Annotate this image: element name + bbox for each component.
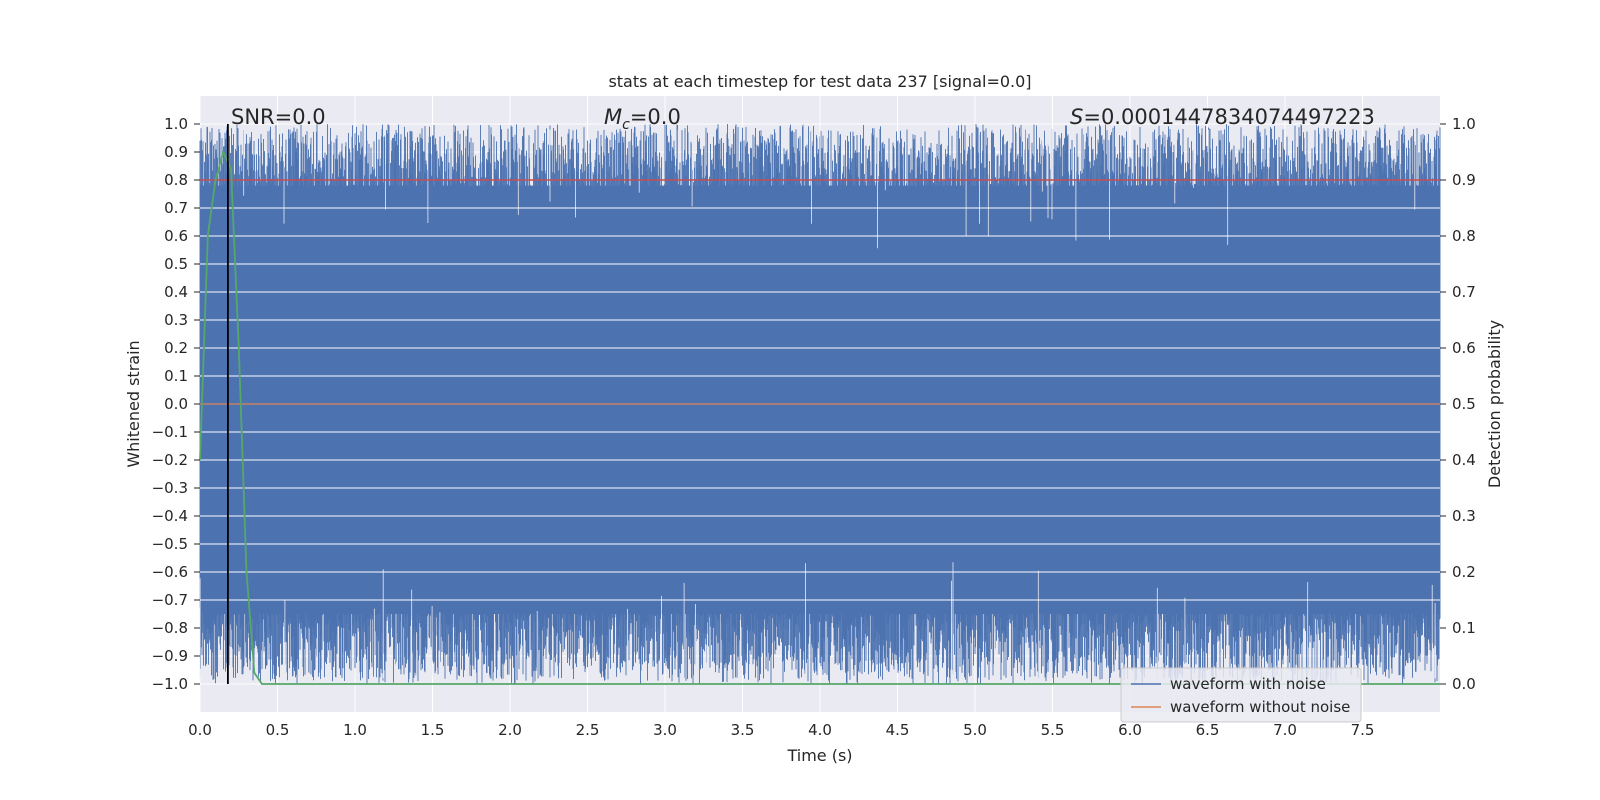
series-waveform-with-noise: [199, 124, 1441, 684]
y-right-tick-label: 0.1: [1452, 619, 1476, 637]
y-tick-label: 0.9: [164, 143, 188, 161]
y-right-tick-label: 0.6: [1452, 339, 1476, 357]
y-right-tick-label: 0.2: [1452, 563, 1476, 581]
y-tick-label: −1.0: [152, 675, 188, 693]
y-right-tick-label: 0.0: [1452, 675, 1476, 693]
y-right-axis-label: Detection probability: [1485, 320, 1504, 488]
x-tick-label: 5.0: [963, 721, 987, 739]
y-tick-label: −0.4: [152, 507, 188, 525]
y-tick-label: −0.5: [152, 535, 188, 553]
x-tick-label: 2.0: [498, 721, 522, 739]
chart-title: stats at each timestep for test data 237…: [608, 72, 1031, 91]
x-tick-labels: 0.0 0.5 1.0 1.5 2.0 2.5 3.0 3.5 4.0 4.5 5.0 5.5 6.0 6…: [188, 721, 1374, 739]
s-value: =0.0001447834074497223: [1083, 105, 1375, 129]
x-tick-label: 0.5: [266, 721, 290, 739]
detection-probability-line: [199, 149, 1440, 685]
x-axis-label: Time (s): [786, 746, 852, 765]
s-symbol: S: [1070, 105, 1083, 129]
y-right-tick-label: 0.9: [1452, 171, 1476, 189]
x-tick-label: 1.0: [343, 721, 367, 739]
legend-label-clean: waveform without noise: [1170, 698, 1350, 716]
y-tick-label: 0.6: [164, 227, 188, 245]
x-tick-label: 6.0: [1118, 721, 1142, 739]
y-tick-label: 0.8: [164, 171, 188, 189]
y-right-tick-label: 0.3: [1452, 507, 1476, 525]
y-right-tick-labels: 1.0 0.9 0.8 0.7 0.6 0.5 0.4 0.3 0.2 0.1 0.0: [1440, 115, 1476, 693]
y-tick-label: −0.2: [152, 451, 188, 469]
y-axis-label: Whitened strain: [124, 340, 143, 467]
s-annotation: S=0.0001447834074497223: [1070, 105, 1375, 129]
x-tick-label: 6.5: [1196, 721, 1220, 739]
noise-gaps: [199, 129, 1436, 679]
x-tick-label: 1.5: [421, 721, 445, 739]
x-tick-label: 4.5: [886, 721, 910, 739]
mc-symbol: M: [604, 105, 622, 129]
y-tick-label: −0.7: [152, 591, 188, 609]
y-tick-label: 1.0: [164, 115, 188, 133]
mc-value: =0.0: [630, 105, 681, 129]
y-tick-label: −0.8: [152, 619, 188, 637]
y-tick-label: 0.1: [164, 367, 188, 385]
legend-box: [1120, 667, 1362, 723]
mc-subscript: c: [622, 117, 630, 133]
legend-label-noise: waveform with noise: [1170, 675, 1326, 693]
mc-annotation: Mc=0.0: [604, 105, 681, 133]
y-right-tick-label: 0.5: [1452, 395, 1476, 413]
noise-trace: [199, 124, 1441, 684]
x-tick-label: 5.5: [1041, 721, 1065, 739]
y-tick-label: −0.1: [152, 423, 188, 441]
y-tick-labels: 1.0 0.9 0.8 0.7 0.6 0.5 0.4 0.3 0.2 0.1 0.0 −0.1 −0.…: [152, 115, 200, 693]
x-tick-label: 7.5: [1351, 721, 1375, 739]
y-tick-label: 0.0: [164, 395, 188, 413]
y-tick-label: −0.3: [152, 479, 188, 497]
x-tick-label: 2.5: [576, 721, 600, 739]
y-tick-label: −0.6: [152, 563, 188, 581]
y-tick-label: −0.9: [152, 647, 188, 665]
x-tick-label: 0.0: [188, 721, 212, 739]
x-tick-label: 3.5: [731, 721, 755, 739]
y-tick-label: 0.5: [164, 255, 188, 273]
y-tick-label: 0.2: [164, 339, 188, 357]
y-right-tick-label: 0.4: [1452, 451, 1476, 469]
overlay-lines: [199, 124, 1440, 685]
y-tick-label: 0.7: [164, 199, 188, 217]
x-tick-label: 4.0: [808, 721, 832, 739]
y-tick-label: 0.3: [164, 311, 188, 329]
x-tick-label: 7.0: [1273, 721, 1297, 739]
snr-annotation: SNR=0.0: [231, 105, 326, 129]
legend: waveform with noise waveform without noi…: [1120, 667, 1362, 723]
y-tick-label: 0.4: [164, 283, 188, 301]
y-right-tick-label: 0.7: [1452, 283, 1476, 301]
x-tick-label: 3.0: [653, 721, 677, 739]
y-right-tick-label: 1.0: [1452, 115, 1476, 133]
y-right-tick-label: 0.8: [1452, 227, 1476, 245]
